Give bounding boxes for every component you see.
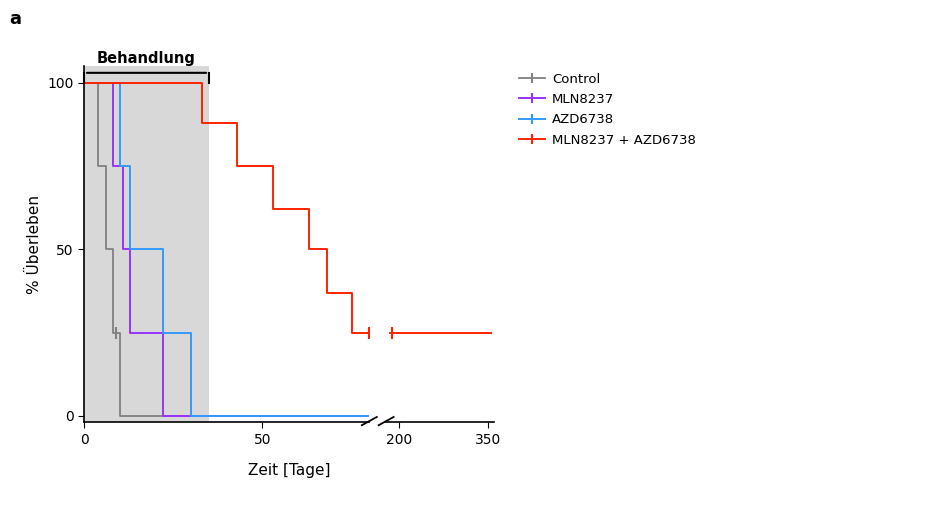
Bar bbox=[84, 66, 209, 422]
Text: Zeit [Tage]: Zeit [Tage] bbox=[248, 463, 330, 478]
Y-axis label: % Überleben: % Überleben bbox=[27, 195, 42, 294]
Text: a: a bbox=[9, 10, 22, 28]
Legend: Control, MLN8237, AZD6738, MLN8237 + AZD6738: Control, MLN8237, AZD6738, MLN8237 + AZD… bbox=[519, 73, 696, 147]
Text: Behandlung: Behandlung bbox=[97, 51, 196, 66]
